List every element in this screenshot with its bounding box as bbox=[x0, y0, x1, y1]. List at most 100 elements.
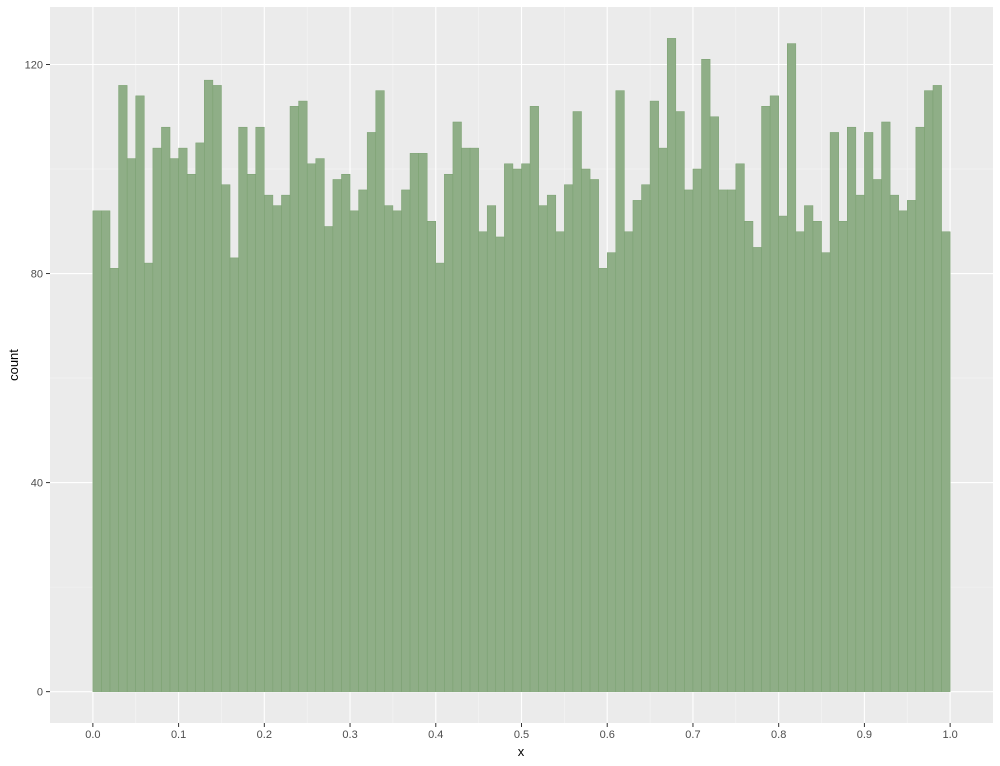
x-tick-label: 0.3 bbox=[342, 729, 357, 741]
histogram-bar bbox=[752, 247, 762, 692]
histogram-bar bbox=[538, 205, 548, 692]
histogram-bar bbox=[461, 147, 471, 692]
histogram-bar bbox=[246, 173, 256, 692]
histogram-bar bbox=[907, 200, 917, 692]
x-tick-label: 0.4 bbox=[428, 729, 443, 741]
histogram-bar bbox=[864, 132, 874, 692]
histogram-bar bbox=[941, 231, 951, 692]
histogram-bar bbox=[401, 189, 411, 692]
histogram-bar bbox=[152, 147, 162, 692]
histogram-bar bbox=[341, 173, 351, 692]
histogram-bar bbox=[281, 194, 291, 692]
histogram-bar bbox=[521, 163, 531, 692]
histogram-bar bbox=[658, 147, 668, 692]
histogram-bar bbox=[92, 210, 102, 692]
y-tick-label: 80 bbox=[31, 269, 43, 281]
histogram-bar bbox=[581, 168, 591, 692]
y-axis-ticks: 0 40 80 120 bbox=[25, 59, 50, 699]
histogram-bar bbox=[632, 200, 642, 692]
histogram-bar bbox=[898, 210, 908, 692]
histogram-bar bbox=[512, 168, 522, 692]
x-tick-label: 1.0 bbox=[942, 729, 957, 741]
histogram-bar bbox=[615, 90, 625, 692]
histogram-bar bbox=[169, 158, 179, 692]
histogram-bar bbox=[229, 257, 239, 692]
x-axis-ticks: 0.0 0.1 0.2 0.3 0.4 0.5 0.6 0.7 0.8 0.9 1.0 bbox=[85, 723, 958, 741]
histogram-bar bbox=[726, 189, 737, 692]
histogram-bar bbox=[666, 38, 677, 692]
histogram-bar bbox=[418, 153, 428, 692]
histogram-bar bbox=[555, 231, 565, 692]
y-tick-label: 120 bbox=[25, 59, 43, 71]
x-tick-label: 0.2 bbox=[257, 729, 272, 741]
histogram-bar bbox=[709, 116, 719, 692]
histogram-bar bbox=[469, 147, 479, 692]
histogram-bar bbox=[915, 126, 925, 692]
histogram-bar bbox=[795, 231, 805, 692]
histogram-bar bbox=[924, 90, 934, 692]
histogram-bar bbox=[452, 121, 462, 692]
histogram-bar bbox=[118, 85, 128, 692]
histogram-bar bbox=[589, 179, 599, 692]
histogram-bar bbox=[392, 210, 402, 692]
histogram-bar bbox=[598, 268, 608, 692]
histogram-bar bbox=[761, 106, 771, 692]
histogram-bar bbox=[872, 179, 882, 692]
x-tick-label: 0.7 bbox=[685, 729, 700, 741]
histogram-bar bbox=[306, 163, 317, 692]
histogram-bar bbox=[504, 163, 514, 692]
histogram-bar bbox=[821, 252, 831, 692]
histogram-bar bbox=[178, 147, 188, 692]
histogram-bar bbox=[409, 153, 419, 692]
histogram-bar bbox=[495, 236, 505, 692]
x-axis-title: x bbox=[518, 744, 525, 759]
histogram-bar bbox=[349, 210, 359, 692]
histogram-bar bbox=[606, 252, 617, 692]
histogram-bar bbox=[572, 111, 582, 692]
histogram-bar bbox=[186, 173, 196, 692]
histogram-bar bbox=[932, 85, 942, 692]
histogram-bar bbox=[881, 121, 891, 692]
histogram-bar bbox=[212, 85, 222, 692]
histogram-bar bbox=[787, 43, 797, 692]
histogram-bar bbox=[684, 189, 694, 692]
histogram-bar bbox=[426, 221, 437, 692]
histogram-bar bbox=[435, 262, 445, 692]
x-tick-label: 0.9 bbox=[857, 729, 872, 741]
histogram-bar bbox=[838, 221, 848, 692]
histogram-bar bbox=[221, 184, 231, 692]
histogram-bar bbox=[804, 205, 814, 692]
histogram-bar bbox=[847, 126, 857, 692]
histogram-bar bbox=[735, 163, 745, 692]
histogram-bar bbox=[161, 126, 171, 692]
histogram-bar bbox=[564, 184, 574, 692]
histogram-bar bbox=[624, 231, 634, 692]
histogram-bar bbox=[478, 231, 488, 692]
histogram-bar bbox=[324, 226, 334, 692]
histogram-bar bbox=[649, 100, 659, 692]
y-axis-title: count bbox=[6, 349, 21, 381]
histogram-bar bbox=[144, 262, 154, 692]
histogram-bar bbox=[384, 205, 394, 692]
histogram-bar bbox=[769, 95, 779, 692]
histogram-bar bbox=[366, 132, 377, 692]
histogram-bar bbox=[718, 189, 728, 692]
histogram-bar bbox=[675, 111, 685, 692]
histogram-bar bbox=[204, 79, 214, 692]
histogram-bar bbox=[126, 158, 136, 692]
histogram-bar bbox=[375, 90, 385, 692]
histogram-bar bbox=[812, 221, 822, 692]
histogram-bar bbox=[692, 168, 702, 692]
histogram-bar bbox=[855, 194, 865, 692]
x-tick-label: 0.1 bbox=[171, 729, 186, 741]
histogram-bars bbox=[92, 38, 951, 692]
histogram-bar bbox=[641, 184, 651, 692]
histogram-bar bbox=[332, 179, 342, 692]
histogram-bar bbox=[829, 132, 839, 692]
histogram-bar bbox=[109, 268, 119, 692]
histogram-bar bbox=[272, 205, 282, 692]
histogram-bar bbox=[486, 205, 497, 692]
histogram-bar bbox=[744, 221, 754, 692]
x-tick-label: 0.8 bbox=[771, 729, 786, 741]
histogram-bar bbox=[298, 100, 308, 692]
